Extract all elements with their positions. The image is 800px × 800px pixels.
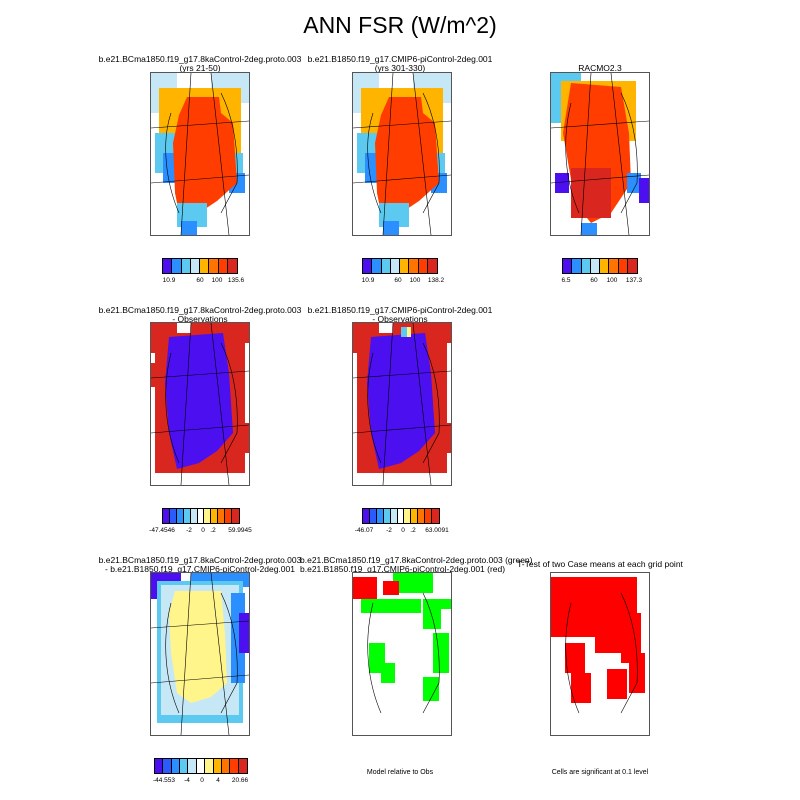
colorbar-label: 100 (409, 277, 421, 284)
colorbar-r1-case1 (162, 258, 238, 274)
map-r3-ttest (550, 572, 650, 736)
colorbar-label: -2 (386, 527, 392, 534)
map-model-vs-obs (353, 573, 451, 714)
colorbar-label: 137.3 (625, 277, 643, 284)
map-fsr-case1 (151, 73, 249, 235)
colorbar-label: 0 (201, 527, 205, 534)
colorbar-label: 60 (590, 277, 598, 284)
panel-title-line2: - Observations (372, 314, 428, 324)
colorbar-label: 60 (196, 277, 204, 284)
panel-title-line1: b.e21.BCma1850.f19_g17.8kaControl-2deg.p… (98, 555, 302, 565)
map-significance (551, 577, 645, 714)
map-r1-obs (550, 72, 650, 236)
colorbar-r3-diff (154, 758, 248, 774)
panel-title-line2: - b.e21.B1850.f19_g17.CMIP6-piControl-2d… (105, 564, 295, 574)
panel-title-r3-diff: b.e21.BCma1850.f19_g17.8kaControl-2deg.p… (95, 556, 305, 574)
colorbar-r1-obs (562, 258, 638, 274)
note-significance-level: Cells are significant at 0.1 level (551, 769, 649, 776)
panel-title-line2: (yrs 21-50) (179, 63, 221, 73)
panel-title-r2-case1: b.e21.BCma1850.f19_g17.8kaControl-2deg.p… (95, 306, 305, 324)
map-r2-case1 (150, 322, 250, 486)
panel-title-r2-case2: b.e21.B1850.f19_g17.CMIP6-piControl-2deg… (295, 306, 505, 324)
colorbar-label: 100 (211, 277, 223, 284)
map-bias-case2 (353, 323, 451, 485)
colorbar-r2-case1 (162, 508, 240, 524)
map-r2-case2 (352, 322, 452, 486)
colorbar-label: 63.0091 (425, 527, 449, 534)
colorbar-label: 20.66 (231, 777, 249, 784)
colorbar-label: 10.9 (361, 277, 375, 284)
panel-title-line1: b.e21.BCma1850.f19_g17.8kaControl-2deg.p… (98, 54, 302, 64)
colorbar-label: 10.9 (162, 277, 176, 284)
colorbar-label: -2 (186, 527, 192, 534)
map-fsr-case2 (353, 73, 451, 235)
note-model-relative-to-obs: Model relative to Obs (366, 769, 434, 776)
map-r1-case1 (150, 72, 250, 236)
colorbar-label: 60 (394, 277, 402, 284)
panel-title-r1-case2: b.e21.B1850.f19_g17.CMIP6-piControl-2deg… (295, 55, 505, 73)
colorbar-r2-case2 (362, 508, 440, 524)
colorbar-label: -47.4546 (149, 527, 175, 534)
panel-title-line1: b.e21.BCma1850.f19_g17.8kaControl-2deg.p… (98, 305, 302, 315)
figure-title: ANN FSR (W/m^2) (303, 12, 497, 38)
map-r1-case2 (352, 72, 452, 236)
panel-title-r1-obs: RACMO2.3 (550, 64, 650, 73)
map-r3-diff (150, 572, 250, 736)
map-fsr-obs (551, 73, 649, 235)
panel-title-r3-ttest: T-Test of two Case means at each grid po… (505, 560, 695, 569)
colorbar-label: -44.553 (152, 777, 176, 784)
panel-title-line1: T-Test of two Case means at each grid po… (517, 559, 683, 569)
colorbar-label: 4 (216, 777, 220, 784)
colorbar-label: 0 (200, 777, 204, 784)
colorbar-label: 100 (606, 277, 618, 284)
panel-title-line1: b.e21.BCma1850.f19_g17.8kaControl-2deg.p… (300, 555, 533, 565)
colorbar-label: 0 (401, 527, 405, 534)
panel-title-line1: b.e21.B1850.f19_g17.CMIP6-piControl-2deg… (307, 305, 493, 315)
panel-title-line2: - Observations (172, 314, 228, 324)
panel-title-r1-case1: b.e21.BCma1850.f19_g17.8kaControl-2deg.p… (95, 55, 305, 73)
colorbar-label: .2 (410, 527, 416, 534)
colorbar-label: -46.07 (354, 527, 374, 534)
panel-title-line2: b.e21.B1850.f19_g17.CMIP6-piControl-2deg… (300, 564, 506, 574)
panel-title-line2: (yrs 301-330) (374, 63, 426, 73)
colorbar-label: -4 (184, 777, 190, 784)
panel-title-line1: b.e21.B1850.f19_g17.CMIP6-piControl-2deg… (307, 54, 493, 64)
colorbar-r1-case2 (362, 258, 438, 274)
map-difference (151, 573, 249, 735)
colorbar-label: 135.6 (227, 277, 245, 284)
colorbar-label: 6.5 (561, 277, 571, 284)
panel-title-r3-relative: b.e21.BCma1850.f19_g17.8kaControl-2deg.p… (300, 555, 533, 574)
map-r3-relative (352, 572, 452, 736)
map-bias-case1 (151, 323, 249, 485)
colorbar-label: 59.9945 (228, 527, 252, 534)
panel-title-line1: RACMO2.3 (578, 63, 622, 73)
colorbar-label: .2 (210, 527, 216, 534)
colorbar-label: 138.2 (427, 277, 445, 284)
